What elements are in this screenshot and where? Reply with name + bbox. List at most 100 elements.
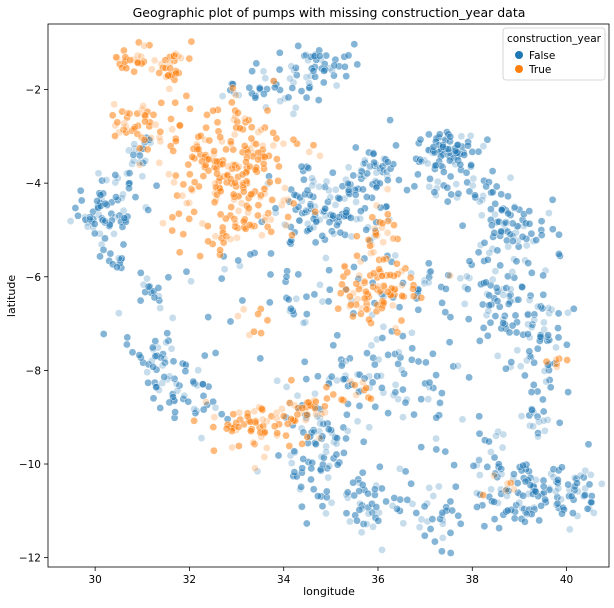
y-tick-label: −10 <box>19 459 41 471</box>
data-point-false <box>320 453 328 462</box>
data-point-false <box>143 368 151 377</box>
data-point-false <box>94 169 103 178</box>
data-point-true <box>379 238 388 246</box>
data-point-true <box>151 120 160 129</box>
data-point-true <box>398 281 406 290</box>
data-point-true <box>168 213 177 222</box>
data-point-false <box>287 304 295 313</box>
data-point-true <box>204 155 213 164</box>
data-point-false <box>248 67 256 75</box>
data-point-false <box>101 217 110 225</box>
data-point-true <box>311 207 320 216</box>
data-point-false <box>350 263 358 271</box>
data-point-false <box>321 204 330 213</box>
data-point-false <box>436 399 444 407</box>
data-point-true <box>123 109 132 117</box>
data-point-false <box>359 185 367 194</box>
data-point-false <box>135 351 144 359</box>
data-point-true <box>184 160 193 169</box>
data-point-false <box>408 328 416 337</box>
data-point-false <box>322 509 330 518</box>
data-point-false <box>420 531 429 540</box>
data-point-false <box>328 168 337 177</box>
data-point-false <box>111 171 120 179</box>
data-point-false <box>367 341 376 350</box>
data-point-true <box>209 423 218 431</box>
data-point-false <box>136 296 145 305</box>
y-axis-ticks: −2 −4 −6 −8 −10 −12 <box>19 85 48 565</box>
data-point-false <box>464 141 472 150</box>
data-point-false <box>483 255 492 264</box>
data-point-true <box>182 92 191 100</box>
data-point-false <box>424 278 433 287</box>
data-point-true <box>216 133 224 141</box>
points-layer <box>66 37 606 557</box>
data-point-true <box>238 170 247 179</box>
data-point-false <box>539 290 548 299</box>
data-point-false <box>493 352 502 360</box>
x-tick-label: 40 <box>560 574 573 586</box>
data-point-false <box>446 132 455 141</box>
data-point-false <box>530 310 539 319</box>
data-point-false <box>507 358 516 366</box>
data-point-false <box>287 223 295 231</box>
data-point-false <box>364 489 372 498</box>
data-point-true <box>391 324 400 333</box>
data-point-false <box>292 294 301 303</box>
data-point-true <box>305 148 314 156</box>
data-point-false <box>535 516 544 525</box>
data-point-false <box>342 509 351 518</box>
data-point-false <box>519 461 527 470</box>
data-point-false <box>539 482 548 491</box>
data-point-false <box>564 388 572 396</box>
data-point-true <box>231 222 239 231</box>
data-point-true <box>406 273 415 282</box>
data-point-false <box>475 197 484 206</box>
data-point-false <box>371 402 380 411</box>
data-point-false <box>521 477 530 486</box>
data-point-false <box>357 167 366 176</box>
data-point-false <box>439 142 447 151</box>
data-point-true <box>244 116 253 124</box>
data-point-false <box>346 354 354 363</box>
data-point-false <box>500 220 508 228</box>
data-point-false <box>359 520 368 528</box>
data-point-false <box>260 90 268 98</box>
data-point-false <box>211 349 220 357</box>
data-point-false <box>518 232 527 241</box>
data-point-true <box>129 125 138 133</box>
data-point-false <box>304 164 313 172</box>
data-point-false <box>101 199 110 208</box>
data-point-false <box>527 388 536 396</box>
data-point-true <box>380 282 388 291</box>
data-point-false <box>532 236 541 244</box>
data-point-true <box>147 134 155 142</box>
data-point-false <box>398 332 407 340</box>
data-point-false <box>545 376 554 384</box>
data-point-false <box>438 534 447 542</box>
data-point-false <box>341 63 349 71</box>
data-point-true <box>261 123 269 132</box>
data-point-false <box>417 157 426 166</box>
y-tick-label: −8 <box>26 365 41 377</box>
data-point-true <box>219 238 228 247</box>
data-point-true <box>131 123 139 132</box>
data-point-false <box>429 349 437 358</box>
data-point-true <box>275 162 283 171</box>
data-point-false <box>384 351 392 359</box>
data-point-true <box>263 106 272 115</box>
data-point-false <box>238 296 247 305</box>
data-point-true <box>141 117 149 126</box>
data-point-false <box>552 343 560 352</box>
data-point-false <box>313 412 322 421</box>
data-point-false <box>475 455 484 464</box>
data-point-true <box>257 126 266 134</box>
data-point-false <box>467 161 475 169</box>
data-point-true <box>155 69 163 77</box>
data-point-false <box>324 425 333 434</box>
data-point-false <box>521 518 529 526</box>
data-point-false <box>554 484 563 493</box>
data-point-true <box>282 221 291 230</box>
data-point-true <box>122 64 131 72</box>
